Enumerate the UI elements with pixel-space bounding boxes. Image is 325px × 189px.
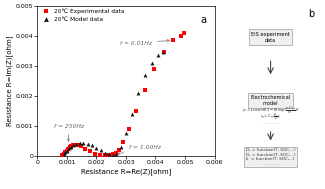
Text: Electrochemical
model: Electrochemical model — [251, 95, 291, 106]
Text: $j_n=L_nm\sigma_n\theta(1-\theta)exp(\frac{\alpha_nF\eta_n}{RT})\theta$: $j_n=L_nm\sigma_n\theta(1-\theta)exp(\fr… — [242, 104, 299, 116]
Text: $i_n=C_n\left(\frac{\theta_n}{\theta}\right)$: $i_n=C_n\left(\frac{\theta_n}{\theta}\ri… — [260, 112, 281, 123]
Text: a: a — [200, 15, 206, 25]
Text: f = 1.00Hz: f = 1.00Hz — [117, 145, 161, 155]
Text: f = 250Hz: f = 250Hz — [54, 124, 84, 141]
Text: . . . . . . .: . . . . . . . — [263, 121, 279, 125]
Text: D₂ = function(T, SOC,...)
D₁ = function(T, SOC,...)
k  = function(T, SOC,...)
. : D₂ = function(T, SOC,...) D₁ = function(… — [246, 148, 295, 166]
Text: EIS experiment
data: EIS experiment data — [251, 32, 290, 43]
Y-axis label: Resistance R=Im(Z)[ohm]: Resistance R=Im(Z)[ohm] — [6, 36, 13, 126]
Legend: 20℃ Experimental data, 20℃ Model data: 20℃ Experimental data, 20℃ Model data — [39, 7, 125, 23]
Text: b: b — [308, 9, 315, 19]
X-axis label: Resistance R=Re(Z)[ohm]: Resistance R=Re(Z)[ohm] — [81, 168, 171, 175]
Text: f = 0.01Hz: f = 0.01Hz — [120, 40, 169, 46]
